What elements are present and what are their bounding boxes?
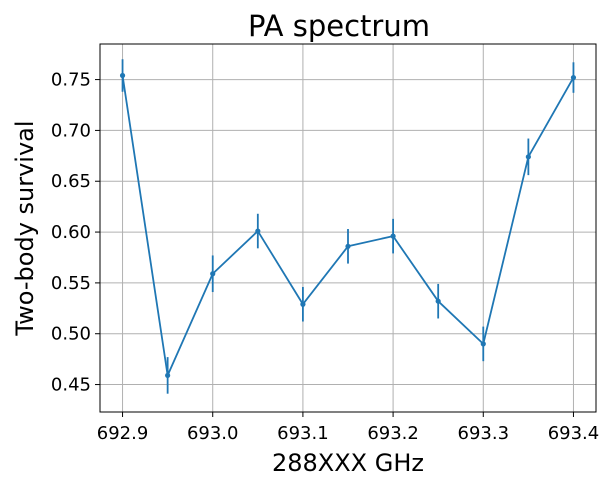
data-point bbox=[210, 271, 216, 277]
axis-ticks: 692.9 693.0 693.1 693.2 693.3 693.4 0.45 0.50 0.… bbox=[51, 70, 599, 444]
data-point bbox=[570, 74, 577, 81]
data-point bbox=[480, 341, 486, 347]
x-tick-label: 693.3 bbox=[458, 423, 510, 444]
y-tick-label: 0.70 bbox=[51, 120, 91, 141]
y-tick-label: 0.60 bbox=[51, 222, 91, 243]
plot-series bbox=[119, 59, 577, 394]
data-point bbox=[345, 243, 351, 249]
x-tick-label: 692.9 bbox=[97, 423, 149, 444]
y-axis-label: Two-body survival bbox=[11, 120, 39, 336]
x-tick-label: 693.1 bbox=[277, 423, 329, 444]
data-point bbox=[255, 228, 261, 234]
data-point bbox=[165, 372, 171, 379]
data-point bbox=[435, 298, 441, 304]
x-axis-label: 288XXX GHz bbox=[272, 449, 424, 477]
y-tick-label: 0.65 bbox=[51, 171, 91, 192]
y-tick-label: 0.50 bbox=[51, 324, 91, 345]
y-tick-label: 0.45 bbox=[51, 375, 91, 396]
y-tick-label: 0.75 bbox=[51, 70, 91, 91]
chart-title: PA spectrum bbox=[248, 9, 430, 43]
data-point bbox=[119, 72, 126, 79]
data-point bbox=[390, 233, 396, 239]
data-point bbox=[525, 154, 531, 160]
y-tick-label: 0.55 bbox=[51, 273, 91, 294]
grid bbox=[100, 44, 596, 412]
x-tick-label: 693.0 bbox=[187, 423, 239, 444]
series-line bbox=[121, 75, 575, 377]
x-tick-label: 693.2 bbox=[367, 423, 419, 444]
data-point bbox=[300, 301, 306, 307]
plot-frame bbox=[99, 43, 597, 413]
x-tick-label: 693.4 bbox=[548, 423, 600, 444]
